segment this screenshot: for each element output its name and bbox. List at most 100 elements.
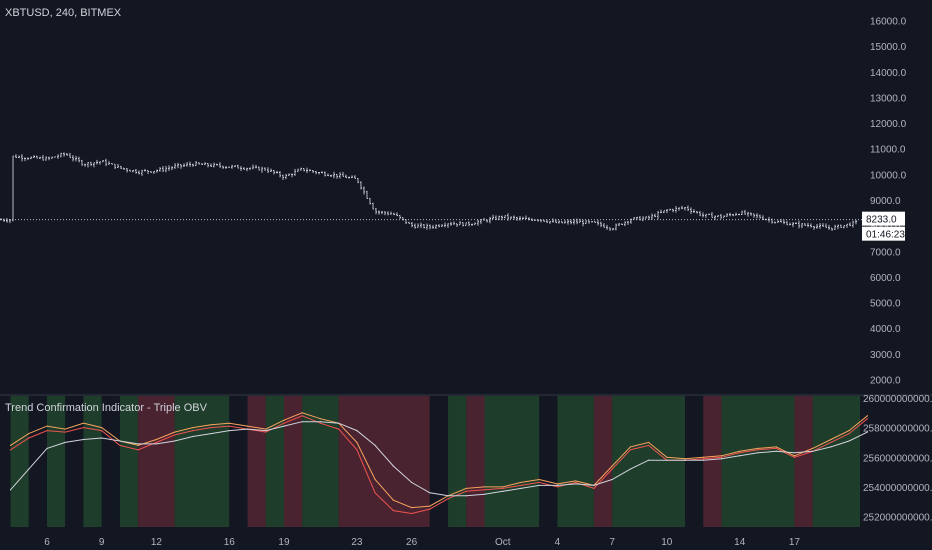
ohlc-bar bbox=[429, 224, 431, 230]
ohlc-bar bbox=[378, 210, 380, 215]
ohlc-bar bbox=[585, 220, 587, 224]
obv-point bbox=[720, 456, 723, 458]
obv-point bbox=[210, 424, 212, 426]
obv-point bbox=[611, 468, 613, 470]
price-axis-tick: 10000.0 bbox=[870, 170, 907, 181]
ohlc-bar bbox=[696, 211, 698, 214]
regime-band-neutral bbox=[101, 396, 120, 527]
ohlc-bar bbox=[252, 164, 254, 170]
regime-band-bull bbox=[557, 396, 594, 527]
ohlc-bar bbox=[69, 152, 71, 158]
obv-point bbox=[647, 459, 650, 461]
price-axis-tick: 2000.0 bbox=[870, 376, 901, 387]
ohlc-bar bbox=[744, 209, 746, 215]
ohlc-bar bbox=[441, 224, 443, 227]
obv-point bbox=[192, 429, 194, 432]
ohlc-bar bbox=[147, 170, 149, 175]
obv-point bbox=[666, 456, 668, 458]
obv-point bbox=[848, 432, 850, 435]
regime-band-bear bbox=[703, 396, 722, 527]
ohlc-bar bbox=[195, 160, 197, 166]
ohlc-bar bbox=[828, 224, 830, 230]
ohlc-bar bbox=[747, 211, 749, 217]
ohlc-bar bbox=[306, 167, 308, 174]
ohlc-bar bbox=[432, 224, 434, 229]
ohlc-bar bbox=[261, 166, 263, 173]
regime-band-bull bbox=[174, 396, 230, 527]
regime-band-neutral bbox=[539, 396, 558, 527]
obv-point bbox=[119, 440, 121, 442]
obv-point bbox=[520, 487, 522, 489]
ohlc-bar bbox=[330, 174, 332, 178]
ohlc-bar bbox=[465, 222, 467, 227]
ohlc-bar bbox=[444, 222, 446, 228]
ohlc-bar bbox=[705, 213, 707, 218]
ohlc-bar bbox=[36, 155, 38, 159]
ohlc-bar bbox=[381, 210, 383, 215]
ohlc-bar bbox=[735, 212, 737, 216]
ohlc-bar bbox=[27, 157, 29, 161]
obv-point bbox=[538, 481, 540, 484]
ohlc-bar bbox=[183, 163, 185, 168]
ohlc-bar bbox=[78, 156, 80, 163]
ohlc-bar bbox=[357, 178, 359, 184]
ohlc-bar bbox=[690, 207, 692, 215]
ohlc-bar bbox=[294, 168, 296, 176]
ohlc-bar bbox=[333, 171, 335, 179]
ohlc-bar bbox=[21, 154, 23, 162]
ohlc-bar bbox=[126, 168, 128, 173]
ohlc-bar bbox=[201, 163, 203, 166]
ohlc-bar bbox=[438, 224, 440, 228]
ohlc-bar bbox=[816, 224, 818, 229]
ohlc-bar bbox=[120, 165, 122, 169]
time-axis-tick: 23 bbox=[351, 537, 363, 548]
obv-point bbox=[793, 455, 796, 457]
obv-point bbox=[174, 440, 176, 442]
ohlc-bar bbox=[105, 158, 107, 167]
ohlc-bar bbox=[594, 221, 596, 223]
ohlc-bar bbox=[282, 174, 284, 180]
last-price-label: 8233.0 bbox=[866, 215, 897, 226]
obv-point bbox=[137, 449, 139, 451]
obv-point bbox=[720, 455, 723, 457]
ohlc-bar bbox=[471, 223, 473, 226]
obv-point bbox=[228, 422, 230, 424]
ohlc-bar bbox=[15, 154, 17, 159]
regime-band-bull bbox=[47, 396, 66, 527]
ohlc-bar bbox=[99, 161, 101, 165]
ohlc-bar bbox=[522, 216, 524, 220]
ohlc-bar bbox=[312, 170, 314, 173]
obv-point bbox=[246, 425, 249, 427]
ohlc-bar bbox=[609, 227, 611, 231]
ohlc-bar bbox=[675, 206, 677, 213]
obv-point bbox=[629, 468, 631, 470]
ohlc-bar bbox=[420, 222, 422, 229]
ohlc-bar bbox=[546, 219, 548, 224]
obv-point bbox=[483, 489, 486, 491]
obv-point bbox=[46, 429, 48, 432]
ohlc-bar bbox=[90, 161, 92, 167]
ohlc-bar bbox=[570, 219, 572, 225]
obv-point bbox=[9, 444, 12, 446]
obv-point bbox=[739, 455, 741, 457]
ohlc-bar bbox=[405, 219, 407, 225]
obv-point bbox=[155, 443, 157, 445]
time-axis-tick: 17 bbox=[789, 537, 801, 548]
ohlc-bar bbox=[612, 228, 614, 231]
ohlc-bar bbox=[720, 213, 722, 219]
obv-point bbox=[28, 437, 30, 439]
regime-band-neutral bbox=[685, 396, 704, 527]
ohlc-bar bbox=[687, 205, 689, 212]
ohlc-bar bbox=[240, 166, 242, 172]
ohlc-bar bbox=[213, 162, 215, 168]
ohlc-bar bbox=[165, 165, 167, 173]
ohlc-bar bbox=[789, 222, 791, 226]
ohlc-bar bbox=[300, 167, 302, 171]
ohlc-bar bbox=[324, 171, 326, 177]
obv-point bbox=[392, 465, 394, 467]
obv-point bbox=[64, 428, 66, 430]
ohlc-bar bbox=[855, 219, 857, 225]
ohlc-bar bbox=[243, 167, 245, 170]
time-axis-tick: 7 bbox=[609, 537, 615, 548]
